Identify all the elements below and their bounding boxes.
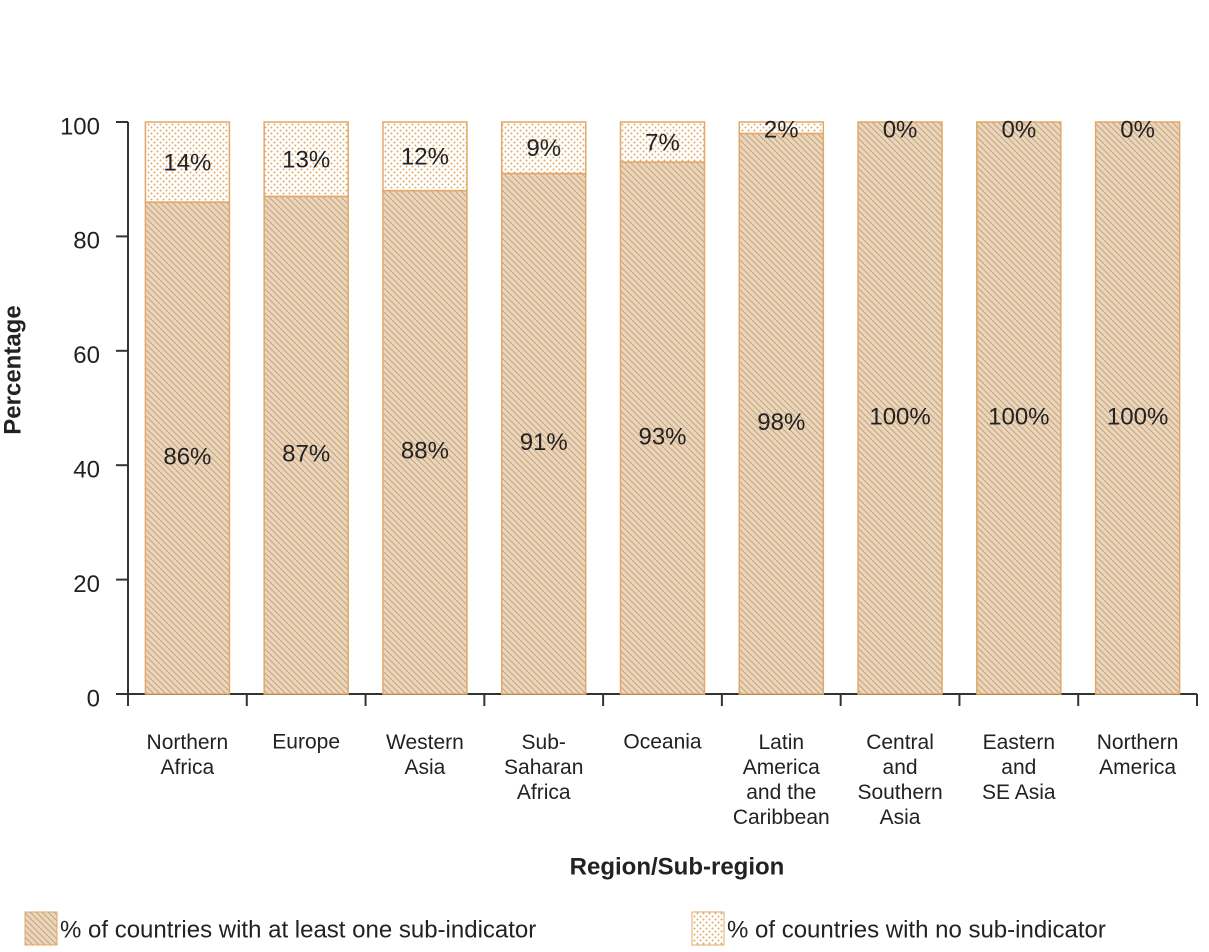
bar-segment: [857, 121, 943, 695]
value-label: 87%: [282, 441, 330, 468]
value-label: 9%: [526, 135, 561, 162]
value-label: 7%: [645, 129, 680, 156]
value-label: 98%: [757, 409, 805, 436]
value-label: 0%: [1001, 116, 1036, 143]
bar-segment: [382, 121, 468, 192]
bar-segment: [263, 121, 349, 198]
bar-segment: [619, 121, 706, 163]
bar-segment: [738, 121, 825, 135]
x-tick-label: Western Asia: [386, 731, 464, 779]
legend-swatch: [691, 911, 725, 946]
bar-segment: [500, 172, 587, 695]
y-tick-label: 40: [73, 457, 100, 484]
x-tick-label: Europe: [272, 731, 340, 754]
legend-label: % of countries with at least one sub-ind…: [60, 916, 536, 943]
value-label: 88%: [401, 438, 449, 465]
x-tick-label: Sub-Saharan Africa: [504, 731, 583, 804]
y-tick-label: 0: [87, 685, 100, 712]
bar-segment: [144, 121, 231, 203]
value-label: 13%: [282, 147, 330, 174]
value-label: 0%: [883, 116, 918, 143]
bar-segment: [382, 189, 468, 695]
x-tick-label: Latin America and the Caribbean: [733, 731, 830, 829]
y-tick-label: 80: [73, 228, 100, 255]
bar-segment: [1094, 121, 1181, 695]
x-tick-label: Oceania: [623, 731, 702, 754]
value-label: 100%: [869, 403, 930, 430]
bar-segment: [619, 161, 706, 695]
value-label: 93%: [638, 423, 686, 450]
value-label: 91%: [520, 429, 568, 456]
legend-swatch: [24, 911, 58, 946]
bar-segment: [976, 121, 1062, 695]
value-label: 100%: [988, 403, 1049, 430]
bar-segment: [500, 121, 587, 175]
y-tick-label: 100: [60, 113, 100, 140]
y-axis-title: Percentage: [0, 305, 26, 434]
x-axis-title: Region/Sub-region: [570, 853, 785, 880]
value-label: 2%: [764, 116, 799, 143]
y-tick-label: 20: [73, 571, 100, 598]
legend-label: % of countries with no sub-indicator: [727, 916, 1106, 943]
value-label: 12%: [401, 144, 449, 171]
y-tick-label: 60: [73, 342, 100, 369]
value-label: 100%: [1107, 403, 1168, 430]
value-label: 14%: [163, 149, 211, 176]
value-label: 86%: [163, 443, 211, 470]
value-label: 0%: [1120, 116, 1155, 143]
x-tick-label: Northern America: [1097, 731, 1179, 779]
bar-segment: [738, 132, 825, 695]
x-tick-label: Northern Africa: [147, 731, 229, 779]
x-tick-label: Eastern and SE Asia: [982, 731, 1056, 804]
x-tick-label: Central and Southern Asia: [857, 731, 942, 829]
